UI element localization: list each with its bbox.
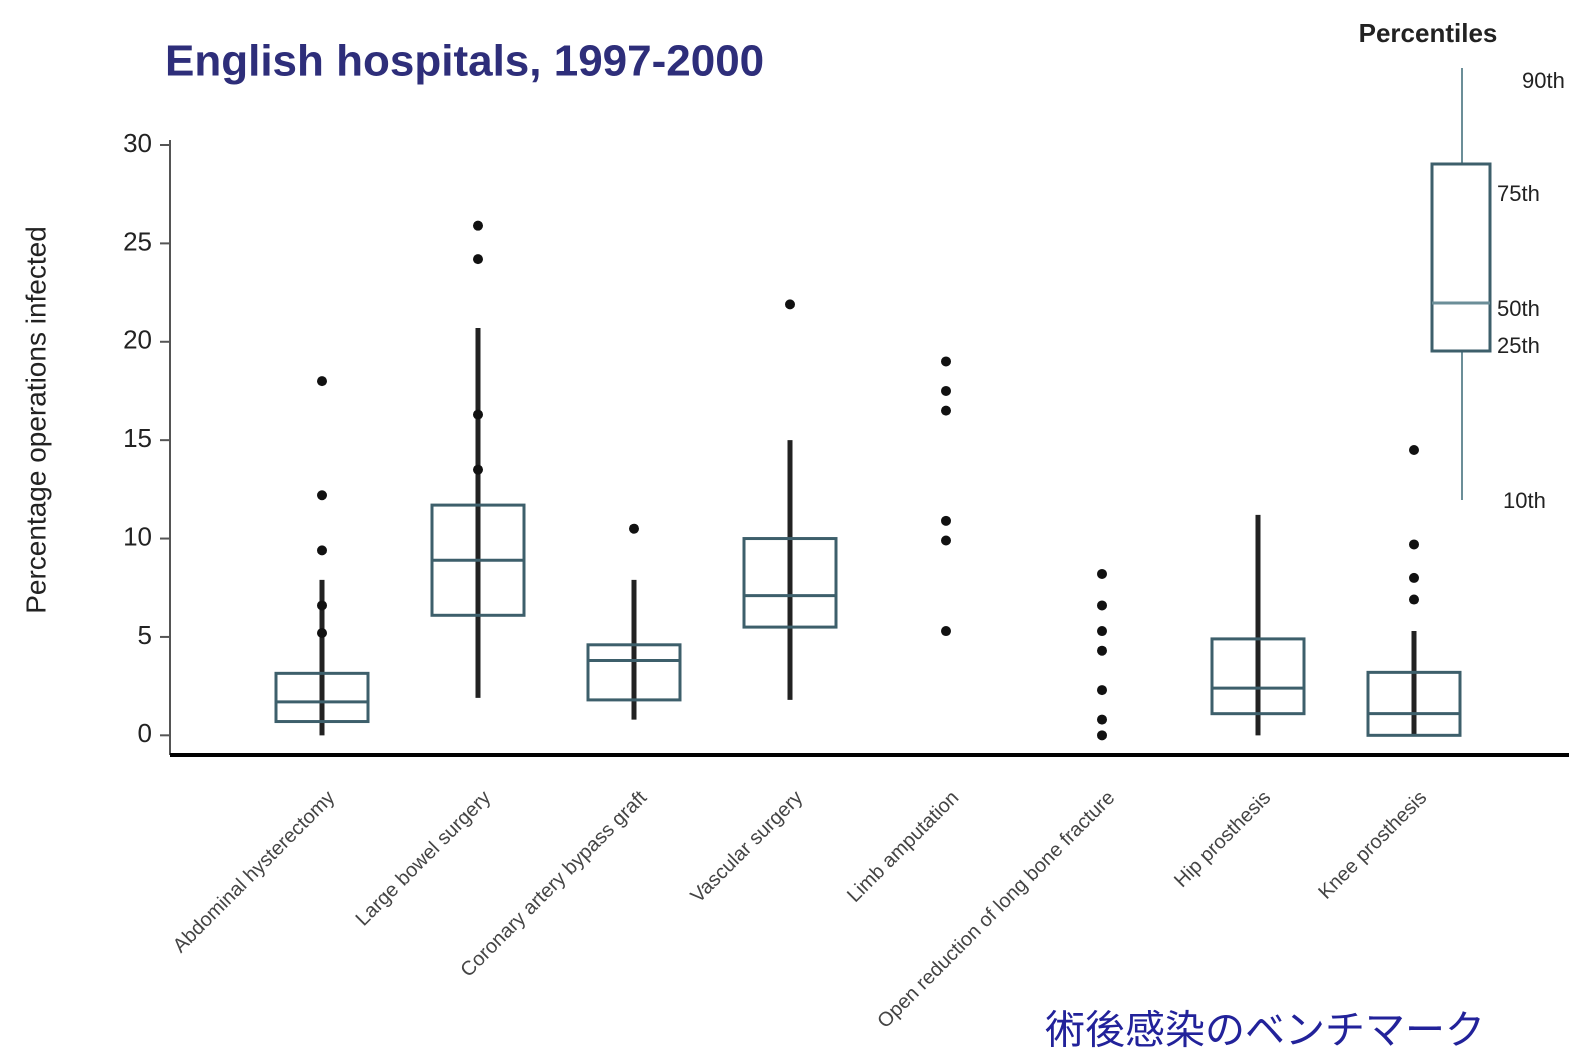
box bbox=[742, 537, 838, 629]
y-tick-label: 15 bbox=[123, 423, 152, 453]
outlier bbox=[473, 464, 483, 475]
outlier bbox=[941, 535, 951, 546]
outlier bbox=[1409, 572, 1419, 583]
legend: Percentiles 90th 75th 50th 25th 10th bbox=[1359, 18, 1565, 513]
x-tick-label: Hip prosthesis bbox=[1170, 787, 1275, 892]
outlier bbox=[473, 409, 483, 420]
legend-box bbox=[1430, 162, 1492, 353]
x-tick-label: Vascular surgery bbox=[687, 787, 808, 908]
box bbox=[1210, 637, 1306, 716]
outlier bbox=[941, 626, 951, 637]
x-tick-label: Coronary artery bypass graft bbox=[457, 786, 652, 981]
outlier bbox=[317, 490, 327, 501]
x-tick-label: Limb amputation bbox=[843, 787, 963, 907]
outlier bbox=[317, 376, 327, 387]
outlier bbox=[941, 356, 951, 367]
outlier bbox=[473, 254, 483, 265]
outlier bbox=[317, 545, 327, 556]
y-tick-label: 5 bbox=[138, 620, 152, 650]
outlier bbox=[1409, 445, 1419, 455]
outlier bbox=[629, 523, 639, 534]
outlier bbox=[941, 385, 951, 396]
y-tick-label: 25 bbox=[123, 226, 152, 256]
box bbox=[1366, 670, 1462, 737]
legend-label: 50th bbox=[1497, 296, 1540, 321]
outlier bbox=[1097, 645, 1107, 656]
legend-title: Percentiles bbox=[1359, 18, 1498, 48]
outlier bbox=[473, 220, 483, 231]
outlier bbox=[1409, 539, 1419, 550]
outlier bbox=[1097, 568, 1107, 579]
outlier bbox=[317, 628, 327, 638]
outlier bbox=[1409, 594, 1419, 605]
outlier bbox=[1097, 600, 1107, 611]
outlier bbox=[1097, 626, 1107, 637]
y-axis-label: Percentage operations infected bbox=[20, 226, 51, 614]
y-tick-label: 30 bbox=[123, 128, 152, 158]
chart-title: English hospitals, 1997-2000 bbox=[165, 37, 764, 86]
y-tick-label: 0 bbox=[138, 718, 152, 748]
box bbox=[586, 643, 682, 702]
y-tick-label: 10 bbox=[123, 521, 152, 551]
legend-label: 10th bbox=[1503, 488, 1546, 513]
y-tick-label: 20 bbox=[123, 325, 152, 355]
footer: 術後感染のベンチマーク bbox=[1045, 1009, 1485, 1053]
x-tick-label: Knee prosthesis bbox=[1314, 787, 1431, 904]
legend-label: 90th bbox=[1522, 68, 1565, 93]
outlier bbox=[1097, 730, 1107, 741]
outlier bbox=[1097, 685, 1107, 696]
legend-label: 75th bbox=[1497, 181, 1540, 206]
x-tick-label: Large bowel surgery bbox=[352, 787, 496, 931]
outlier bbox=[941, 515, 951, 526]
x-tick-label: Abdominal hysterectomy bbox=[169, 787, 339, 957]
outlier bbox=[941, 405, 951, 416]
outlier bbox=[785, 299, 795, 310]
outlier bbox=[317, 600, 327, 611]
box bbox=[274, 671, 370, 724]
legend-label: 25th bbox=[1497, 333, 1540, 358]
outlier bbox=[1097, 714, 1107, 725]
